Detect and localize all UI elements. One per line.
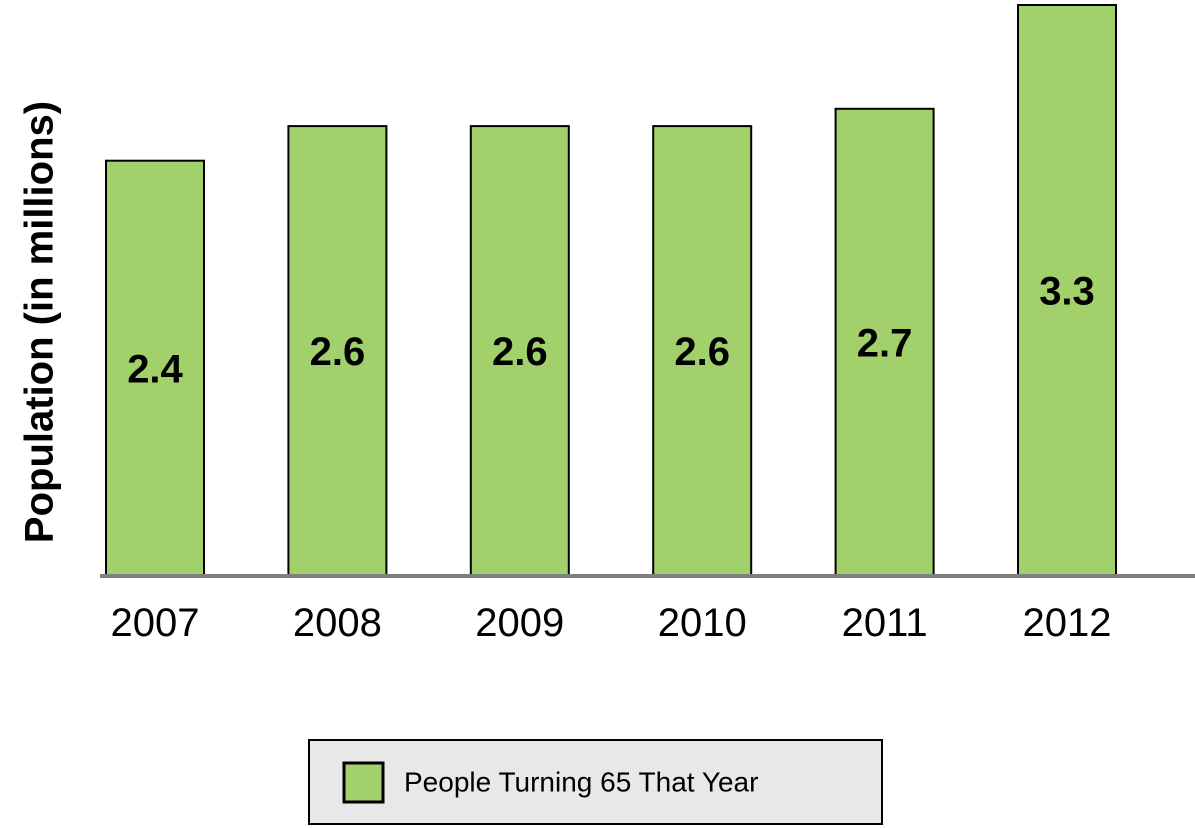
data-label-2008: 2.6 — [310, 330, 366, 374]
data-label-2012: 3.3 — [1039, 270, 1095, 314]
x-tick-label-2012: 2012 — [1023, 601, 1112, 645]
data-label-2009: 2.6 — [492, 330, 548, 374]
legend: People Turning 65 That Year — [308, 739, 883, 825]
y-axis-title: Population (in millions) — [18, 101, 62, 543]
legend-label: People Turning 65 That Year — [404, 766, 758, 797]
bars-group: 2.4 2.6 2.6 2.6 2.7 3.3 — [105, 4, 1117, 578]
legend-box — [308, 739, 883, 825]
x-tick-label-2009: 2009 — [475, 601, 564, 645]
legend-swatch — [342, 761, 385, 804]
x-tick-label-2008: 2008 — [293, 601, 382, 645]
bar-2007 — [105, 159, 205, 577]
bar-2011 — [834, 107, 935, 578]
data-label-2011: 2.7 — [857, 321, 913, 365]
x-tick-label-2010: 2010 — [658, 601, 747, 645]
x-tick-labels: 2007 2008 2009 2010 2011 2012 — [111, 601, 1112, 645]
data-label-2010: 2.6 — [674, 330, 730, 374]
data-label-2007: 2.4 — [127, 347, 183, 391]
x-tick-label-2011: 2011 — [842, 601, 928, 645]
bar-2012 — [1017, 4, 1117, 577]
x-tick-label-2007: 2007 — [111, 601, 200, 645]
bar-2008 — [287, 125, 388, 577]
bar-2009 — [469, 125, 570, 577]
bar-2010 — [652, 125, 753, 577]
